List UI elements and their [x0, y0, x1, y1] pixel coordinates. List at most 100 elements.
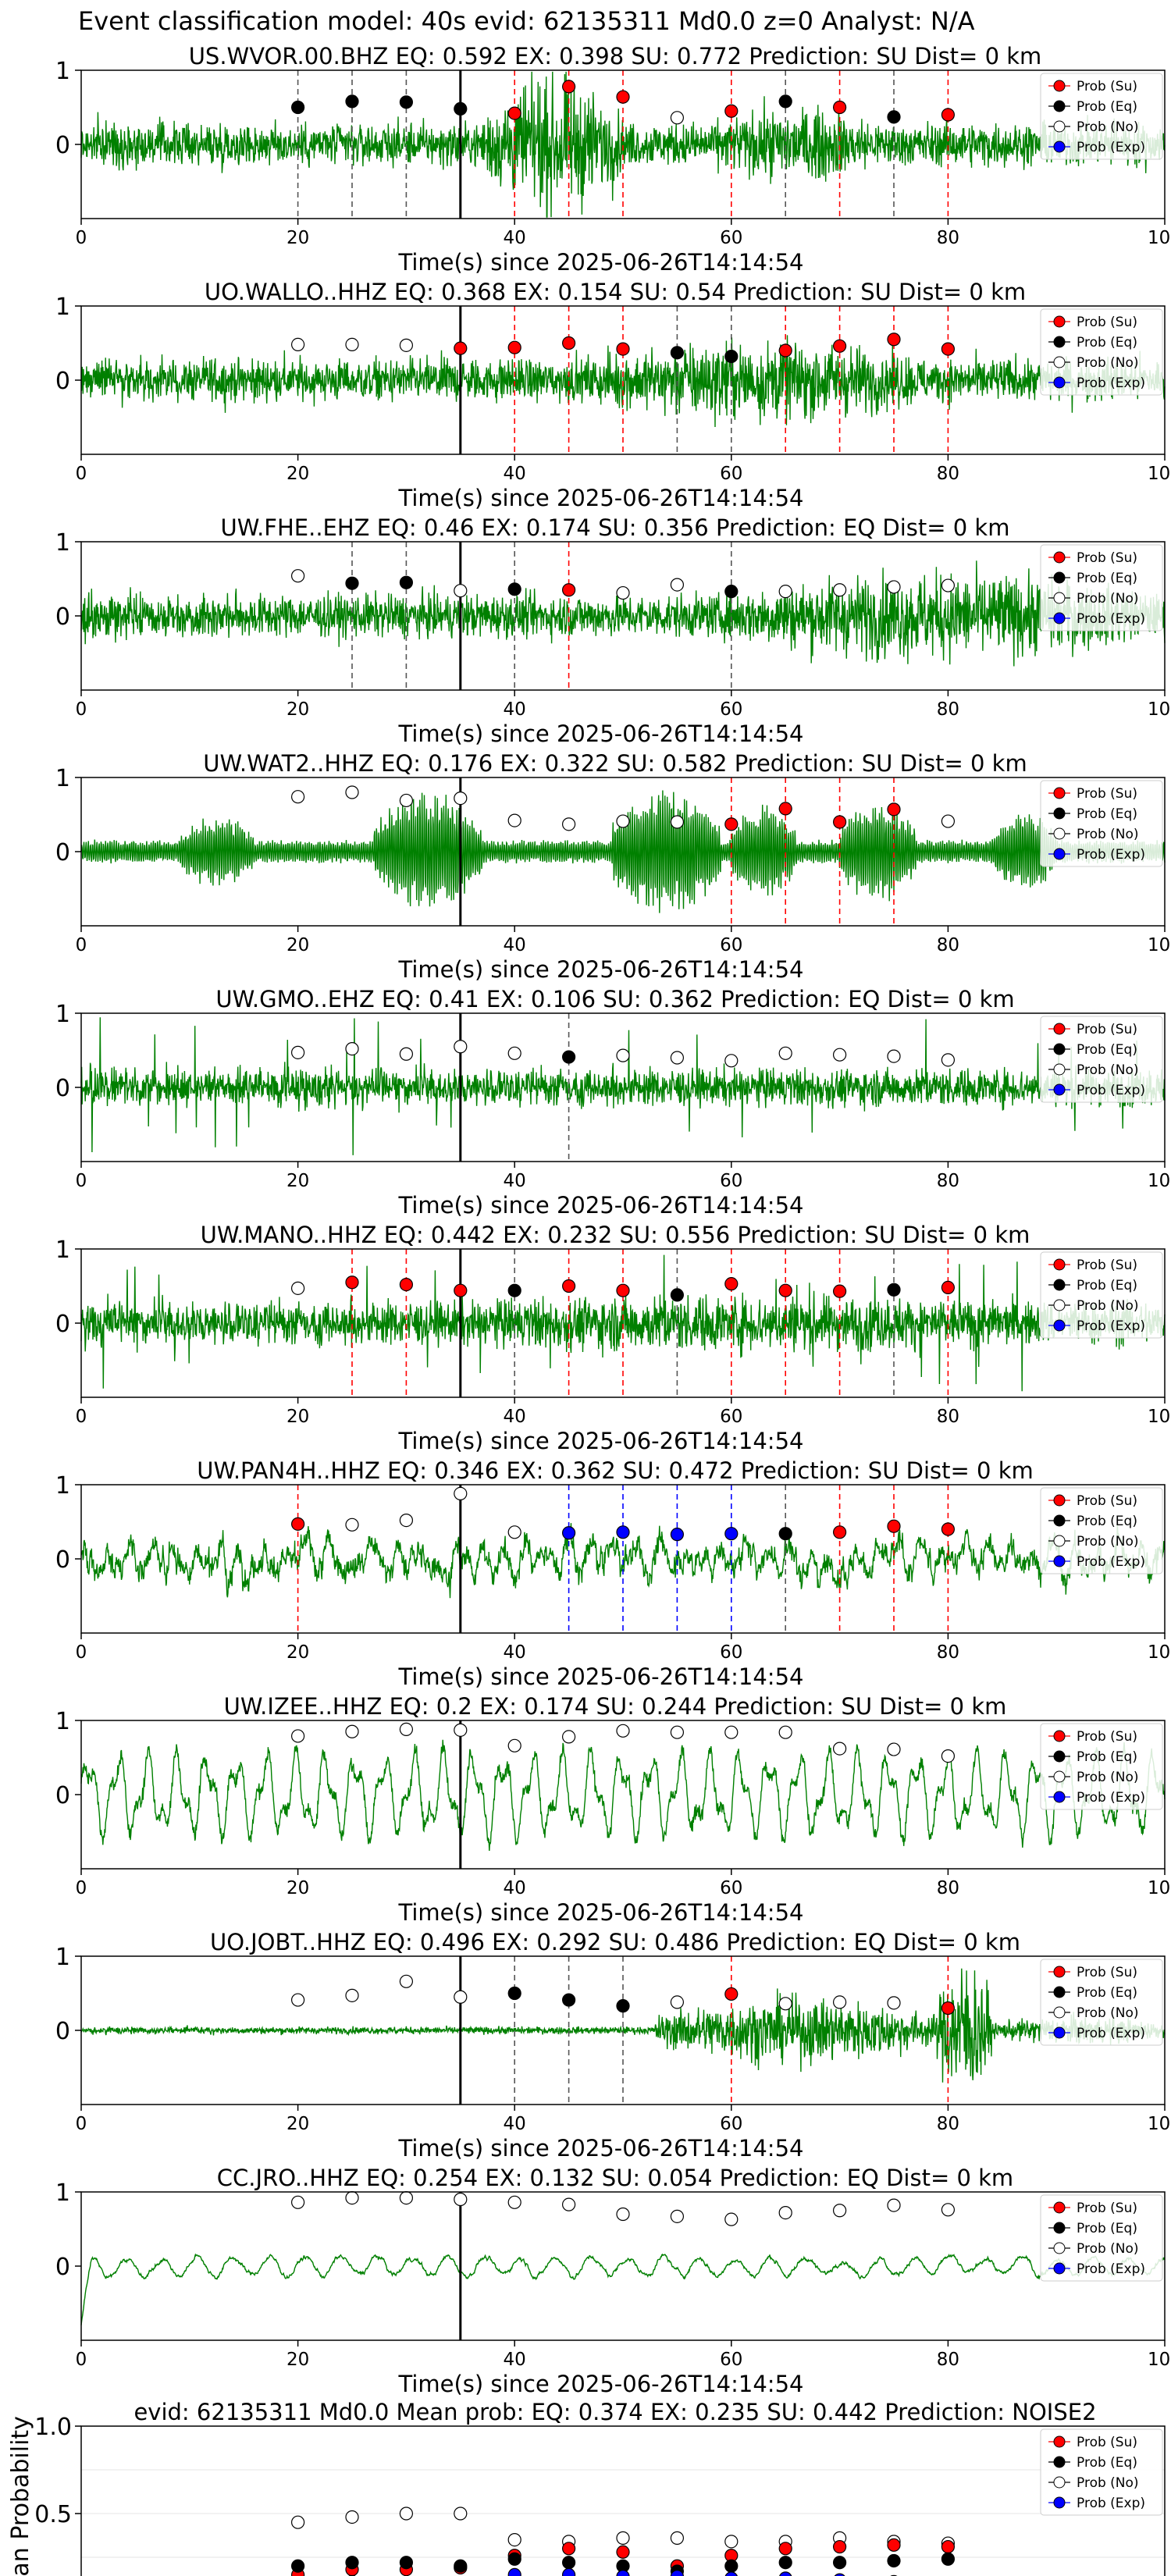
- chart-5-title: UW.GMO..EHZ EQ: 0.41 EX: 0.106 SU: 0.362…: [215, 986, 1014, 1012]
- chart-panel-10: CC.JRO..HHZ EQ: 0.254 EX: 0.132 SU: 0.05…: [55, 2165, 1171, 2397]
- chart-9-legend-box: [1040, 1959, 1163, 2046]
- chart-11-legend-marker-eq: [1053, 2456, 1066, 2468]
- chart-4-legend-marker-no: [1053, 827, 1066, 840]
- chart-11-mean-prob-marker-no: [507, 2533, 521, 2547]
- chart-5-prob-marker-no: [507, 1046, 521, 1060]
- chart-7-prob-marker-no: [399, 1513, 414, 1528]
- chart-10-xtick-label: 20: [287, 2350, 309, 2370]
- chart-8-ytick-label: 1: [55, 1708, 70, 1735]
- chart-9-legend-label-eq: Prob (Eq): [1077, 1985, 1137, 2001]
- chart-3-prob-marker-su: [561, 583, 576, 597]
- chart-2-prob-marker-eq: [724, 350, 739, 364]
- chart-3-xtick-label: 20: [287, 699, 309, 720]
- chart-5-legend-label-su: Prob (Su): [1077, 1022, 1137, 1037]
- chart-2-xtick-label: 80: [937, 464, 959, 484]
- chart-3-legend-marker-su: [1053, 551, 1066, 564]
- chart-7-xtick-label: 100: [1148, 1642, 1171, 1663]
- chart-6-legend-label-su: Prob (Su): [1077, 1258, 1137, 1273]
- chart-10-legend-marker-exp: [1053, 2262, 1066, 2275]
- chart-1-prob-marker-eq: [399, 95, 414, 109]
- chart-2-xtick-label: 0: [76, 464, 87, 484]
- chart-11-mean-prob-marker-exp: [834, 2573, 845, 2576]
- chart-6-ytick-label: 1: [55, 1236, 70, 1264]
- chart-3-prob-marker-no: [887, 580, 901, 594]
- chart-11-mean-prob-marker-exp: [616, 2570, 630, 2576]
- chart-11-mean-prob-marker-su: [832, 2539, 847, 2554]
- chart-11-legend-label-exp: Prob (Exp): [1077, 2496, 1145, 2511]
- chart-9-xtick-label: 60: [720, 2114, 742, 2134]
- chart-5-legend-marker-eq: [1053, 1043, 1066, 1055]
- chart-3-prob-marker-no: [778, 585, 792, 599]
- chart-3-legend-marker-exp: [1053, 612, 1066, 624]
- chart-6-prob-marker-eq: [670, 1288, 685, 1302]
- chart-4-xtick-label: 80: [937, 935, 959, 955]
- chart-11-legend-label-no: Prob (No): [1077, 2475, 1139, 2491]
- chart-3-xtick-label: 60: [720, 699, 742, 720]
- chart-panel-6: UW.MANO..HHZ EQ: 0.442 EX: 0.232 SU: 0.5…: [55, 1222, 1171, 1454]
- chart-3-ytick-label: 0: [55, 603, 70, 631]
- chart-11-mean-prob-marker-eq: [724, 2559, 739, 2573]
- chart-4-xtick-label: 40: [504, 935, 526, 955]
- chart-9-prob-marker-no: [291, 1993, 305, 2007]
- chart-1-legend-marker-no: [1053, 120, 1066, 133]
- chart-11-legend-label-su: Prob (Su): [1077, 2435, 1137, 2450]
- chart-1-legend-marker-su: [1053, 80, 1066, 92]
- chart-11-ylabel: Mean Probability: [7, 2416, 34, 2576]
- chart-9-ytick-label: 0: [55, 2018, 70, 2045]
- chart-1-prob-marker-su: [832, 100, 847, 115]
- chart-3-legend-marker-no: [1053, 592, 1066, 604]
- chart-panel-1: US.WVOR.00.BHZ EQ: 0.592 EX: 0.398 SU: 0…: [55, 43, 1171, 276]
- chart-8-ytick-label: 0: [55, 1782, 70, 1809]
- chart-11-ytick-label: 0.5: [34, 2501, 72, 2528]
- chart-6-title: UW.MANO..HHZ EQ: 0.442 EX: 0.232 SU: 0.5…: [201, 1222, 1030, 1248]
- chart-9-prob-marker-no: [345, 1988, 359, 2002]
- chart-10-ytick-label: 1: [55, 2179, 70, 2207]
- chart-6-xtick-label: 20: [287, 1407, 309, 1427]
- chart-10-title: CC.JRO..HHZ EQ: 0.254 EX: 0.132 SU: 0.05…: [217, 2165, 1013, 2191]
- chart-11-mean-prob-marker-eq: [778, 2556, 792, 2570]
- chart-2-prob-marker-eq: [670, 346, 685, 360]
- chart-7-legend-marker-exp: [1053, 1555, 1066, 1567]
- chart-6-prob-marker-eq: [887, 1283, 901, 1297]
- chart-9-prob-marker-no: [832, 1995, 847, 2009]
- chart-6-prob-marker-su: [778, 1283, 792, 1297]
- chart-11-mean-prob-marker-no: [454, 2507, 468, 2521]
- chart-3-xlabel: Time(s) since 2025-06-26T14:14:54: [398, 720, 804, 747]
- chart-5-xtick-label: 80: [937, 1171, 959, 1191]
- chart-4-legend-marker-eq: [1053, 807, 1066, 820]
- chart-9-xtick-label: 100: [1148, 2114, 1171, 2134]
- chart-8-legend-marker-exp: [1053, 1791, 1066, 1803]
- chart-3-title: UW.FHE..EHZ EQ: 0.46 EX: 0.174 SU: 0.356…: [221, 514, 1010, 541]
- chart-4-legend-marker-exp: [1053, 848, 1066, 860]
- chart-1-prob-marker-su: [561, 80, 576, 94]
- chart-11-mean-prob-marker-exp: [779, 2571, 792, 2576]
- chart-5-xtick-label: 0: [76, 1171, 87, 1191]
- chart-4-prob-marker-su: [724, 817, 739, 831]
- chart-2-prob-marker-no: [345, 337, 359, 351]
- chart-2-prob-marker-no: [399, 338, 414, 352]
- chart-6-prob-marker-su: [941, 1280, 956, 1295]
- chart-9-prob-marker-eq: [616, 1999, 630, 2013]
- chart-panel-3: UW.FHE..EHZ EQ: 0.46 EX: 0.174 SU: 0.356…: [55, 514, 1171, 747]
- chart-3-prob-marker-no: [616, 585, 630, 600]
- chart-10-prob-marker-no: [832, 2204, 847, 2218]
- chart-4-prob-marker-no: [561, 817, 576, 831]
- chart-3-legend-label-exp: Prob (Exp): [1077, 611, 1145, 627]
- chart-panel-9: UO.JOBT..HHZ EQ: 0.496 EX: 0.292 SU: 0.4…: [55, 1929, 1171, 2161]
- chart-1-legend-label-eq: Prob (Eq): [1077, 99, 1137, 115]
- chart-9-prob-marker-no: [887, 1996, 901, 2010]
- chart-6-prob-marker-eq: [507, 1283, 521, 1297]
- chart-10-xtick-label: 60: [720, 2350, 742, 2370]
- chart-1-ytick-label: 1: [55, 58, 70, 85]
- chart-6-prob-marker-su: [399, 1277, 414, 1292]
- chart-6-legend-label-exp: Prob (Exp): [1077, 1318, 1145, 1334]
- chart-7-xlabel: Time(s) since 2025-06-26T14:14:54: [398, 1663, 804, 1690]
- chart-8-xlabel: Time(s) since 2025-06-26T14:14:54: [398, 1899, 804, 1926]
- chart-3-legend-label-eq: Prob (Eq): [1077, 571, 1137, 586]
- chart-5-prob-marker-no: [670, 1051, 685, 1065]
- chart-9-prob-marker-su: [941, 2001, 956, 2016]
- chart-11-mean-prob-marker-exp: [670, 2570, 684, 2576]
- chart-2-prob-marker-no: [291, 337, 305, 351]
- chart-1-legend-box: [1040, 73, 1163, 160]
- chart-11-mean-prob-marker-su: [778, 2542, 792, 2556]
